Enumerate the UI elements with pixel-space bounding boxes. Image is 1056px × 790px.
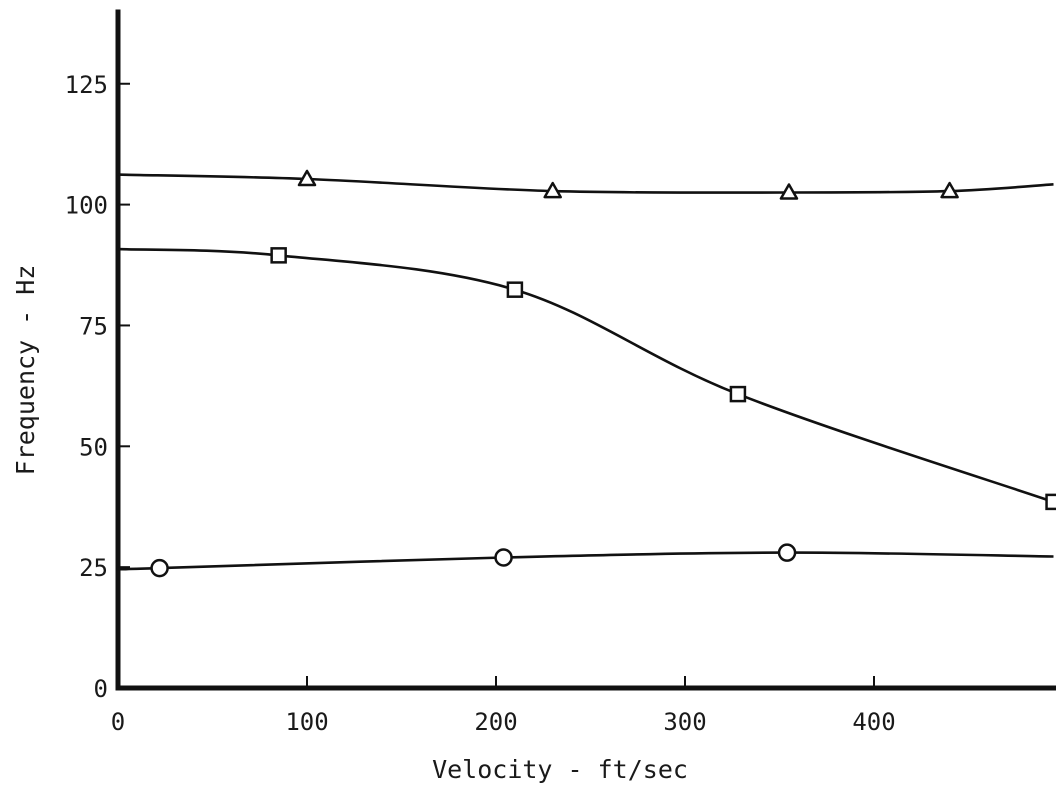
series-line-triangle bbox=[117, 173, 1054, 194]
square-marker bbox=[729, 385, 747, 403]
square-marker bbox=[1045, 493, 1056, 511]
y-tick-label: 25 bbox=[79, 554, 108, 582]
y-tick-label: 100 bbox=[65, 192, 108, 220]
triangle-marker bbox=[543, 181, 562, 199]
x-tick-label: 300 bbox=[663, 708, 706, 736]
y-tick-label: 75 bbox=[79, 312, 108, 340]
x-tick-label: 0 bbox=[111, 708, 125, 736]
triangle-marker bbox=[779, 183, 799, 200]
x-tick-label: 400 bbox=[852, 708, 895, 736]
triangle-marker bbox=[297, 169, 317, 187]
x-tick-label: 200 bbox=[474, 708, 517, 736]
square-marker bbox=[270, 247, 287, 264]
circle-marker bbox=[777, 543, 797, 562]
series-markers bbox=[150, 169, 1056, 578]
triangle-marker bbox=[940, 181, 959, 199]
y-tick-label: 0 bbox=[94, 675, 108, 703]
x-tick-label: 100 bbox=[285, 708, 328, 736]
y-tick-label: 50 bbox=[79, 433, 108, 461]
circle-marker bbox=[150, 558, 169, 578]
y-axis-title: Frequency - Hz bbox=[11, 265, 40, 476]
circle-marker bbox=[494, 548, 513, 567]
x-axis-title: Velocity - ft/sec bbox=[432, 755, 688, 784]
series-line-square bbox=[117, 247, 1054, 504]
series-line-circle bbox=[115, 551, 1054, 571]
axes bbox=[115, 9, 1056, 691]
y-tick-label: 125 bbox=[65, 71, 108, 99]
x-ticks: 0 100 200 300 400 bbox=[111, 676, 896, 736]
square-marker bbox=[506, 281, 524, 298]
series-curves bbox=[115, 173, 1054, 571]
y-ticks: 0 25 50 75 100 125 bbox=[65, 71, 130, 703]
